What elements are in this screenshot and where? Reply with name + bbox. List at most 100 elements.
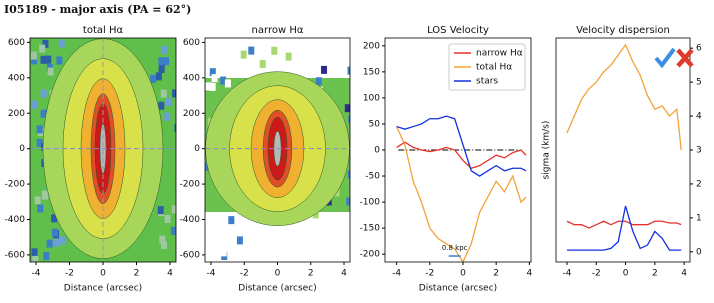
x-tick-label: 4 [341,269,347,279]
map-cell [205,82,212,91]
series-line [396,115,527,177]
x-tick-label: -2 [65,269,74,279]
map-cell [46,239,53,248]
map-cell [260,246,267,255]
map-cell [315,77,322,86]
y-tick-label: -100 [360,198,381,208]
check-icon [654,47,676,69]
map-cell [59,236,66,245]
y-tick-label: 100 [363,93,380,103]
map-cell [248,46,255,55]
x-tick-label: 0 [275,269,281,279]
map-cell [47,67,54,76]
y-tick-label: 4 [696,112,702,122]
y-tick-label: -50 [365,172,380,182]
map-cell [31,248,38,257]
map-cell [286,62,293,71]
map-cell [42,39,49,48]
panel: total Hα -4 -2 0 2 4 -600 -400 -200 0 200 400 600 Dis… [5,25,177,294]
legend-label: total Hα [476,63,512,73]
map-cell [346,197,350,206]
map-cell [284,233,291,242]
map-cell [172,89,176,98]
map-cell [41,191,48,200]
figure-title: I05189 - major axis (PA = 62°) [4,3,191,16]
map-cell [171,205,176,214]
map-cell [58,39,65,48]
series-line [396,126,527,264]
map-cell [347,170,350,179]
x-axis-label: Distance (arcsec) [64,284,142,294]
x-tick-label: 0 [460,269,466,279]
x-tick-label: 2 [308,269,314,279]
map-cell [240,50,247,59]
x-tick-label: 2 [652,269,658,279]
legend-label: narrow Hα [476,49,523,59]
map-cell [31,56,38,65]
map-cell [271,46,278,55]
y-tick-label: 2 [696,179,702,189]
map-cell [243,246,250,255]
y-tick-label: 0 [696,247,702,257]
x-tick-label: 2 [134,269,140,279]
map-cell [34,196,41,205]
map-cell [160,89,167,98]
panel: narrow Hα -4 -2 0 2 4 -600 -400 -200 0 200 400 600 Di… [180,25,351,294]
map-cell [53,238,60,247]
x-tick-label: 4 [526,269,532,279]
x-tick-label: -4 [392,269,401,279]
map-cell [224,79,231,88]
x-tick-label: -2 [592,269,601,279]
panel-title: narrow Hα [252,25,304,36]
map-cell [247,222,254,231]
panel-title: Velocity dispersion [576,25,670,36]
map-cell [170,226,176,235]
y-tick-label: 5 [696,78,702,88]
map-cell [159,235,166,244]
series-line [566,43,682,151]
map-cell [209,68,216,77]
map-cell [349,171,350,180]
y-tick-label: 200 [363,41,380,51]
map-cell [51,214,58,223]
map-cell [158,57,165,66]
panel: narrow Hα total Hα stars 0.8 kpc LOS Velocit… [360,25,533,294]
map-cell [224,51,231,60]
map-cell [211,74,218,83]
map-cell [283,253,290,262]
panel-title: total Hα [83,25,124,36]
map-cell [161,45,168,54]
map-cell [344,104,350,113]
map-cell [302,50,309,59]
map-cell [220,248,227,257]
frame [555,37,691,263]
y-tick-label: 0 [194,144,200,154]
cross-icon [676,48,694,68]
x-axis-label: Distance (arcsec) [238,284,316,294]
x-tick-label: 0 [623,269,629,279]
map-cell [347,66,350,75]
map-cell [39,44,46,53]
map-cell [259,59,266,68]
y-tick-label: -400 [5,215,26,225]
map-cell [165,98,172,107]
map-cell [164,215,171,224]
map-cell [228,216,235,225]
map-cell [285,52,292,61]
map-cell [262,231,269,240]
map-cell [209,82,216,91]
map-cell [318,39,325,48]
map-cell [51,228,58,237]
status-icons [654,47,694,69]
x-tick-label: 2 [493,269,499,279]
map-cell [37,204,44,213]
x-tick-label: 4 [167,269,173,279]
map-cell [56,56,63,65]
y-tick-label: 50 [369,119,381,129]
x-tick-label: 0 [100,269,106,279]
map-cell [164,112,171,121]
pv-map [205,38,350,262]
map-cell [150,74,157,83]
map-cell [40,55,47,64]
